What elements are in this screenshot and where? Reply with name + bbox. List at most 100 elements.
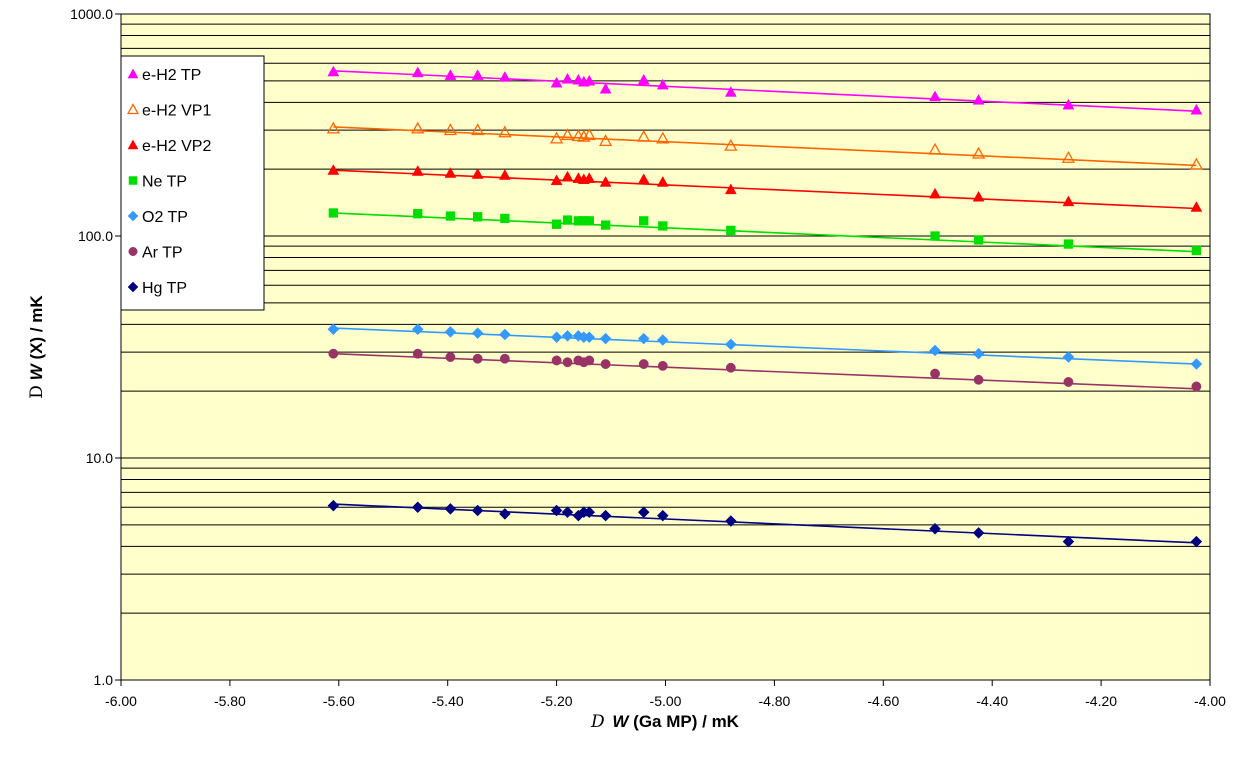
data-point: [639, 216, 649, 226]
data-point: [929, 187, 941, 199]
legend: e-H2 TP e-H2 VP1 e-H2 VP2 Ne TP O2 TP Ar TP Hg…: [120, 55, 265, 311]
x-axis-title-rest: (Ga MP) / mK: [633, 712, 740, 731]
data-points: [326, 65, 1203, 548]
data-point: [600, 359, 611, 369]
data-point: [1190, 358, 1203, 370]
data-point: [445, 352, 456, 362]
data-point: [600, 220, 611, 230]
data-point: [1061, 150, 1076, 163]
x-tick-label: -5.60: [323, 693, 355, 709]
legend-label: Hg TP: [142, 280, 187, 297]
data-point: [928, 142, 942, 155]
data-point: [599, 332, 612, 345]
data-point: [599, 176, 612, 187]
data-point: [472, 212, 483, 222]
data-point: [327, 323, 340, 336]
data-point: [724, 338, 737, 351]
legend-label: e-H2 VP2: [142, 138, 211, 155]
x-tick-label: -5.80: [214, 693, 246, 709]
data-point: [411, 323, 424, 336]
data-point: [471, 504, 484, 517]
data-point: [499, 353, 510, 364]
legend-marker: [128, 176, 138, 185]
data-point: [1190, 201, 1203, 212]
fit-line: [333, 126, 1197, 167]
y-tick-label: 1000.0: [70, 6, 113, 22]
legend-marker: [128, 247, 138, 256]
y-axis-title: D W (X) / mK: [27, 295, 47, 399]
data-point: [444, 167, 457, 178]
x-tick-labels: -6.00 -5.80 -5.60 -5.40 -5.20 -5.00 -4.80 -4.60…: [105, 693, 1226, 709]
data-point: [599, 134, 613, 147]
x-tick-label: -5.40: [432, 693, 464, 709]
data-point: [471, 327, 484, 340]
legend-label: Ar TP: [142, 245, 183, 262]
data-point: [656, 78, 669, 90]
legend-label: e-H2 VP1: [142, 103, 211, 120]
data-point: [583, 74, 596, 86]
data-point: [561, 506, 574, 519]
data-point: [326, 121, 340, 134]
data-point: [637, 129, 651, 142]
legend-marker: [127, 139, 139, 150]
data-point: [973, 235, 984, 245]
x-axis-title-var: W: [612, 712, 630, 731]
grid-lines: [121, 23, 1210, 614]
data-point: [583, 172, 596, 183]
data-point: [656, 176, 669, 187]
data-point: [327, 65, 340, 77]
y-tick-labels: 1.0 10.0 100.0 1000.0: [70, 6, 113, 688]
legend-box: [120, 55, 265, 311]
data-point: [656, 509, 669, 522]
data-point: [1063, 377, 1074, 387]
data-point: [1062, 195, 1075, 207]
legend-label: Ne TP: [142, 174, 187, 191]
data-point: [562, 215, 573, 225]
data-point: [656, 131, 670, 144]
legend-marker: [127, 281, 139, 293]
legend-label: O2 TP: [142, 209, 188, 226]
data-point: [637, 332, 650, 345]
legend-marker: [126, 103, 140, 115]
y-tick-label: 10.0: [86, 450, 113, 466]
x-tick-label: -5.20: [541, 693, 573, 709]
data-point: [499, 328, 511, 341]
data-point: [724, 183, 737, 195]
data-point: [599, 509, 612, 522]
data-point: [1190, 103, 1203, 115]
data-point: [413, 209, 423, 219]
data-point: [328, 348, 339, 359]
data-point: [638, 359, 649, 369]
legend-marker: [127, 210, 139, 222]
data-point: [972, 190, 985, 202]
data-point: [444, 503, 457, 515]
data-point: [584, 216, 594, 226]
data-point: [499, 508, 511, 520]
data-point: [1191, 381, 1202, 392]
data-point: [637, 173, 650, 184]
data-point: [551, 219, 562, 229]
x-tick-label: -4.00: [1194, 693, 1226, 709]
y-tick-label: 100.0: [78, 228, 113, 244]
y-axis-title-var: W: [27, 362, 46, 380]
data-point: [724, 515, 737, 527]
data-point: [444, 326, 457, 338]
data-point: [411, 165, 424, 176]
data-point: [637, 506, 650, 519]
data-point: [443, 123, 458, 136]
data-point: [656, 334, 669, 346]
data-point: [444, 69, 457, 80]
data-point: [411, 501, 424, 514]
legend-label: e-H2 TP: [142, 67, 201, 84]
data-point: [1062, 535, 1075, 548]
data-point: [637, 73, 650, 85]
x-axis-title: D W (Ga MP) / mK: [590, 712, 740, 732]
y-axis-title-delta: D: [27, 385, 47, 399]
y-axis-title-rest: (X) / mK: [27, 295, 46, 360]
data-point: [657, 360, 668, 371]
data-point: [971, 146, 986, 159]
data-point: [412, 348, 423, 359]
data-point: [929, 522, 941, 535]
data-point: [561, 72, 574, 84]
x-tick-label: -4.80: [758, 693, 790, 709]
